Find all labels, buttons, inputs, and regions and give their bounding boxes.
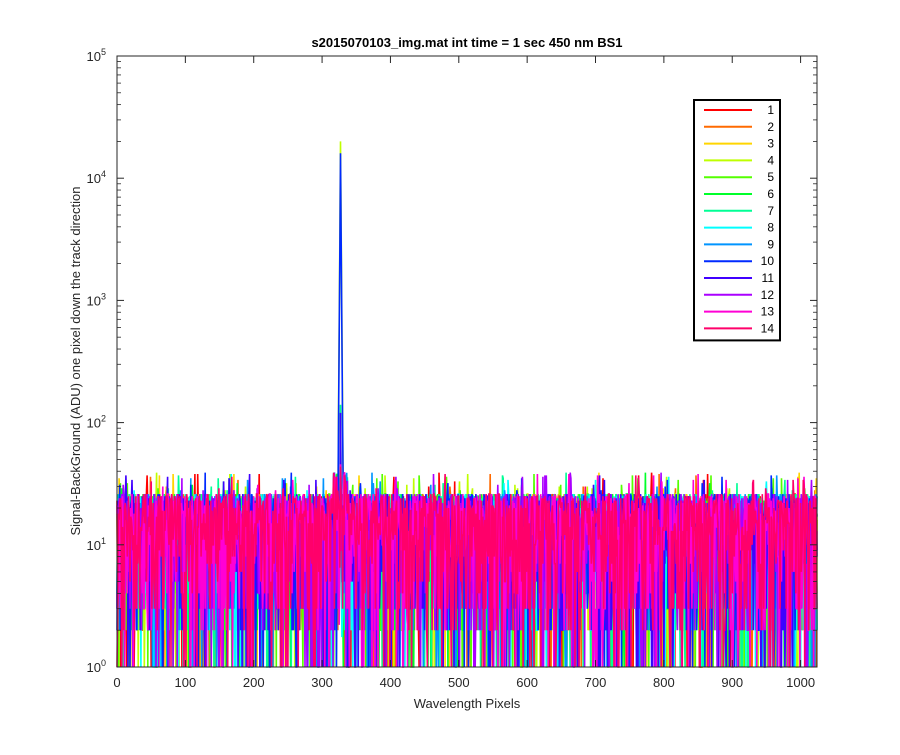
legend-label-13: 13 bbox=[761, 305, 775, 319]
legend-label-5: 5 bbox=[767, 170, 774, 184]
y-tick-label: 103 bbox=[87, 291, 106, 308]
y-tick-label: 101 bbox=[87, 536, 106, 553]
legend-label-4: 4 bbox=[767, 153, 774, 167]
x-tick-label: 300 bbox=[311, 675, 333, 690]
legend-label-10: 10 bbox=[761, 254, 775, 268]
y-tick-label: 104 bbox=[87, 169, 106, 186]
legend-box bbox=[693, 99, 781, 342]
legend-label-2: 2 bbox=[767, 120, 774, 134]
x-tick-label: 600 bbox=[516, 675, 538, 690]
series-layer bbox=[116, 141, 818, 668]
x-tick-label: 700 bbox=[585, 675, 607, 690]
x-tick-label: 500 bbox=[448, 675, 470, 690]
y-axis-label: Signal-BackGround (ADU) one pixel down t… bbox=[68, 186, 83, 535]
ticks-layer: 0 100 200 300 400 500 600 700 800 900 100010010110… bbox=[87, 47, 817, 690]
x-tick-label: 100 bbox=[175, 675, 197, 690]
y-tick-label: 105 bbox=[87, 47, 106, 64]
legend-label-8: 8 bbox=[767, 221, 774, 235]
y-tick-label: 102 bbox=[87, 414, 106, 431]
x-tick-label: 0 bbox=[113, 675, 120, 690]
x-axis-label: Wavelength Pixels bbox=[414, 696, 521, 711]
series-line-14 bbox=[116, 466, 818, 668]
plot-area-border bbox=[116, 55, 818, 668]
legend-label-11: 11 bbox=[762, 271, 775, 285]
legend-label-7: 7 bbox=[767, 204, 774, 218]
legend-label-3: 3 bbox=[767, 137, 774, 151]
legend-label-12: 12 bbox=[761, 288, 775, 302]
y-tick-label: 100 bbox=[87, 658, 106, 675]
x-tick-label: 900 bbox=[721, 675, 743, 690]
chart-title: s2015070103_img.mat int time = 1 sec 450… bbox=[311, 35, 622, 50]
x-tick-label: 1000 bbox=[786, 675, 815, 690]
legend-label-9: 9 bbox=[767, 237, 774, 251]
x-tick-label: 800 bbox=[653, 675, 675, 690]
legend-label-14: 14 bbox=[761, 321, 775, 335]
x-tick-label: 400 bbox=[380, 675, 402, 690]
legend-label-6: 6 bbox=[767, 187, 774, 201]
legend-label-1: 1 bbox=[767, 103, 774, 117]
x-tick-label: 200 bbox=[243, 675, 265, 690]
